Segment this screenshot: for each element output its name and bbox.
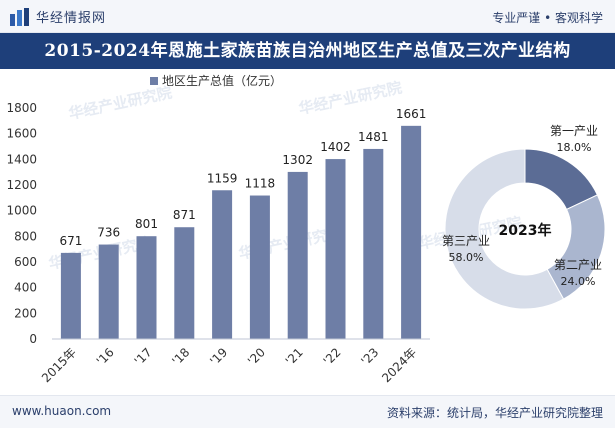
slogan: 专业严谨 • 客观科学 [492, 11, 603, 25]
bar-value-label: 1481 [358, 130, 389, 144]
x-tick-label: '18 [169, 345, 192, 368]
slice-name-label: 第一产业 [550, 124, 598, 138]
bar[interactable] [325, 159, 346, 339]
x-tick-label: '16 [94, 345, 117, 368]
y-tick-label: 1400 [6, 152, 37, 166]
y-axis: 0 200 400 600 800 1000 1200 1400 1600 1800 [6, 101, 37, 346]
bar-value-label: 671 [59, 234, 82, 248]
x-tick-label: 2024年 [379, 345, 419, 385]
brand-logo[interactable]: 华经情报网 [10, 7, 106, 26]
bar-legend: 地区生产总值（亿元） [150, 73, 282, 88]
x-tick-label: '20 [245, 345, 268, 368]
slice-percent-label: 24.0% [561, 275, 596, 288]
y-tick-label: 1200 [6, 178, 37, 192]
bar-value-label: 736 [97, 226, 120, 240]
x-tick-label: '23 [358, 345, 381, 368]
bar-series: 671 736 801 871 1159 1118 1302 1402 1481 1661 [59, 107, 426, 339]
x-tick-label: 2015年 [39, 345, 79, 385]
site-url[interactable]: www.huaon.com [12, 404, 112, 418]
bar-value-label: 1159 [207, 171, 238, 185]
bar-value-label: 1402 [320, 140, 351, 154]
header-bar: 华经情报网 专业严谨 • 客观科学 [0, 0, 615, 33]
slice-name-label: 第二产业 [554, 258, 602, 272]
slice-percent-label: 18.0% [557, 141, 592, 154]
y-tick-label: 600 [14, 255, 37, 269]
watermark-text: 华经产业研究院 [67, 83, 173, 122]
bar-value-label: 801 [135, 217, 158, 231]
x-tick-label: '17 [132, 345, 155, 368]
legend-label: 地区生产总值（亿元） [162, 73, 282, 88]
bar[interactable] [60, 252, 81, 339]
x-tick-label: '22 [321, 345, 344, 368]
y-tick-label: 200 [14, 306, 37, 320]
donut-slice[interactable] [444, 148, 565, 310]
bar[interactable] [212, 190, 233, 339]
bar-value-label: 1118 [245, 177, 276, 191]
legend-swatch [150, 77, 158, 85]
donut-center-label: 2023年 [499, 222, 552, 239]
y-tick-label: 1600 [6, 127, 37, 141]
slice-name-label: 第三产业 [442, 234, 490, 248]
bar[interactable] [287, 171, 308, 339]
x-tick-label: '19 [207, 345, 230, 368]
bar[interactable] [136, 236, 157, 339]
bar[interactable] [363, 148, 384, 339]
y-tick-label: 1800 [6, 101, 37, 115]
chart-area: 华经产业研究院华经产业研究院华经产业研究院华经产业研究院华经产业研究院 地区生产… [6, 73, 606, 385]
bar[interactable] [98, 244, 119, 339]
bar[interactable] [249, 195, 270, 339]
brand-logo-icon [10, 7, 29, 26]
watermark-text: 华经产业研究院 [297, 78, 403, 117]
bar[interactable] [174, 227, 195, 339]
chart-title: 2015-2024年恩施土家族苗族自治州地区生产总值及三次产业结构 [0, 33, 615, 69]
bar-value-label: 1302 [282, 153, 313, 167]
y-tick-label: 400 [14, 281, 37, 295]
bar-value-label: 871 [173, 208, 196, 222]
footer-bar: www.huaon.com 资料来源：统计局，华经产业研究院整理 [0, 395, 615, 428]
donut-chart: 2023年 第一产业 18.0% 第二产业 24.0% 第三产业 58.0% [442, 124, 606, 310]
y-tick-label: 800 [14, 229, 37, 243]
data-source: 资料来源：统计局，华经产业研究院整理 [386, 406, 603, 420]
bar-value-label: 1661 [396, 107, 427, 121]
slice-percent-label: 58.0% [449, 251, 484, 264]
bar[interactable] [401, 125, 422, 339]
brand-name: 华经情报网 [36, 11, 107, 26]
y-tick-label: 0 [29, 332, 37, 346]
x-tick-label: '21 [283, 345, 306, 368]
y-tick-label: 1000 [6, 204, 37, 218]
